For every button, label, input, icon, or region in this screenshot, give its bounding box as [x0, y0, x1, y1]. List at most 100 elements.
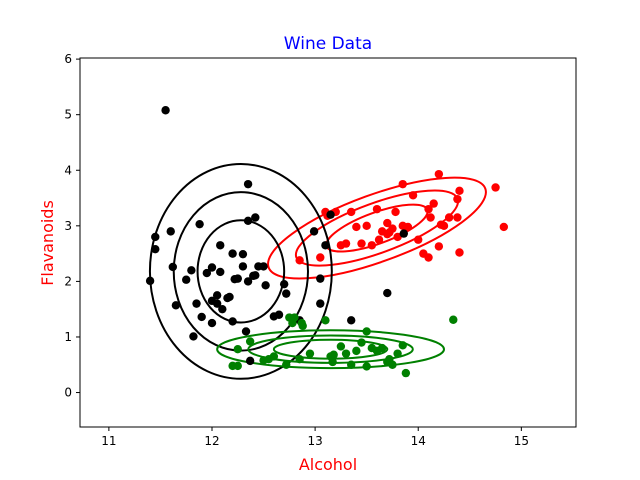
data-point [245, 356, 255, 366]
chart-title: Wine Data [284, 34, 372, 54]
confidence-ellipse [216, 329, 446, 370]
data-point [274, 310, 284, 319]
points-layer [145, 106, 509, 378]
data-point [225, 292, 234, 302]
y-tick-label: 3 [64, 219, 72, 233]
data-point [393, 349, 402, 358]
data-point [434, 242, 444, 251]
data-point [197, 312, 206, 322]
data-point [251, 213, 260, 222]
data-point [326, 210, 335, 219]
data-point [189, 332, 198, 341]
y-axis-title: Flavanoids [38, 200, 57, 286]
y-tick-label: 0 [64, 386, 72, 400]
data-point [295, 355, 304, 364]
data-point [449, 315, 458, 324]
data-point [207, 318, 217, 328]
data-point [316, 274, 325, 283]
x-axis: 11 12 13 14 15 [101, 427, 529, 448]
data-point [398, 341, 407, 350]
data-point [499, 222, 509, 232]
data-point [264, 355, 273, 364]
data-point [216, 267, 225, 277]
plot-frame [79, 57, 577, 428]
data-point [357, 239, 366, 248]
data-point [321, 241, 330, 250]
data-point [321, 316, 330, 325]
data-point [218, 304, 227, 314]
data-point [377, 343, 387, 353]
data-point [336, 342, 346, 351]
x-tick-label: 11 [101, 434, 116, 448]
data-point [399, 229, 408, 238]
y-tick-label: 5 [64, 108, 72, 122]
data-point [401, 368, 411, 378]
data-point [245, 337, 255, 346]
data-point [341, 349, 351, 358]
data-point [374, 235, 384, 244]
data-point [228, 249, 237, 258]
data-point [424, 204, 433, 214]
data-point [347, 316, 356, 325]
data-point [202, 268, 212, 278]
y-tick-label: 2 [64, 274, 72, 288]
data-point [444, 213, 454, 222]
data-point [168, 262, 178, 272]
data-point [233, 361, 242, 371]
data-point [192, 299, 201, 308]
data-point [352, 346, 361, 356]
data-point [426, 213, 435, 222]
data-point [309, 227, 319, 236]
data-point [347, 360, 356, 369]
data-point [398, 179, 407, 189]
data-point [347, 207, 356, 217]
data-point [352, 222, 361, 232]
data-point [367, 343, 377, 353]
data-point [212, 299, 222, 308]
data-point [305, 349, 315, 358]
data-point [282, 289, 291, 298]
data-point [367, 241, 377, 250]
data-point [216, 241, 225, 250]
data-point [316, 253, 325, 262]
data-point [429, 199, 438, 208]
y-tick-label: 1 [64, 330, 72, 344]
data-point [261, 281, 270, 290]
x-tick-label: 15 [514, 434, 529, 448]
data-point [187, 266, 196, 275]
data-point [455, 186, 464, 196]
data-point [336, 241, 346, 250]
data-point [233, 344, 242, 354]
data-point [295, 256, 304, 265]
y-axis: 0 1 2 3 4 5 6 [64, 52, 80, 400]
data-point [398, 221, 407, 231]
data-point [145, 276, 155, 286]
data-point [391, 207, 400, 217]
data-point [243, 216, 253, 226]
data-point [393, 232, 402, 242]
y-tick-label: 6 [64, 52, 72, 66]
data-point [316, 299, 325, 308]
data-point [207, 263, 217, 272]
data-point [243, 277, 253, 286]
data-point [259, 262, 268, 271]
ellipse-layer [148, 163, 487, 380]
x-tick-label: 13 [307, 434, 322, 448]
data-point [383, 288, 392, 298]
data-point [282, 360, 291, 369]
data-point [388, 360, 397, 369]
confidence-ellipse [148, 163, 333, 380]
data-point [357, 338, 366, 347]
data-point [328, 357, 337, 367]
x-axis-title: Alcohol [299, 455, 357, 474]
data-point [233, 274, 242, 283]
data-point [238, 249, 248, 259]
data-point [414, 235, 423, 244]
data-point [362, 362, 371, 371]
data-point [408, 191, 418, 200]
data-point [424, 253, 433, 262]
data-point [161, 106, 170, 115]
data-point [453, 194, 462, 204]
data-point [251, 271, 260, 280]
